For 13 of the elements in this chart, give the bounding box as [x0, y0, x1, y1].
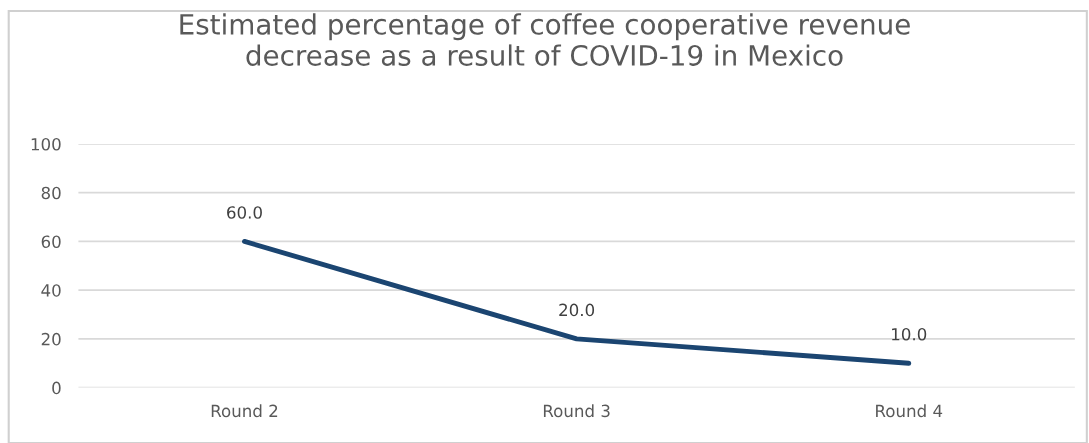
y-tick-label: 60 [41, 235, 61, 248]
chart-title: Estimated percentage of coffee cooperative revenue decrease as a result of COVID-19 in Mexico [180, 13, 910, 66]
x-tick-label: Round 2 [211, 404, 278, 418]
text: 20.0 [559, 303, 595, 317]
text: 60.0 [227, 206, 262, 219]
y-tick-label: 40 [41, 284, 61, 297]
y-tick-label: 0 [52, 381, 61, 395]
x-tick-label: Round 4 [876, 404, 943, 418]
y-tick-label: 100 [31, 137, 61, 151]
text: 10.0 [892, 327, 927, 341]
x-tick-label: Round 3 [543, 404, 610, 418]
y-tick-label: 20 [41, 332, 61, 346]
y-tick-label: 80 [41, 186, 61, 200]
